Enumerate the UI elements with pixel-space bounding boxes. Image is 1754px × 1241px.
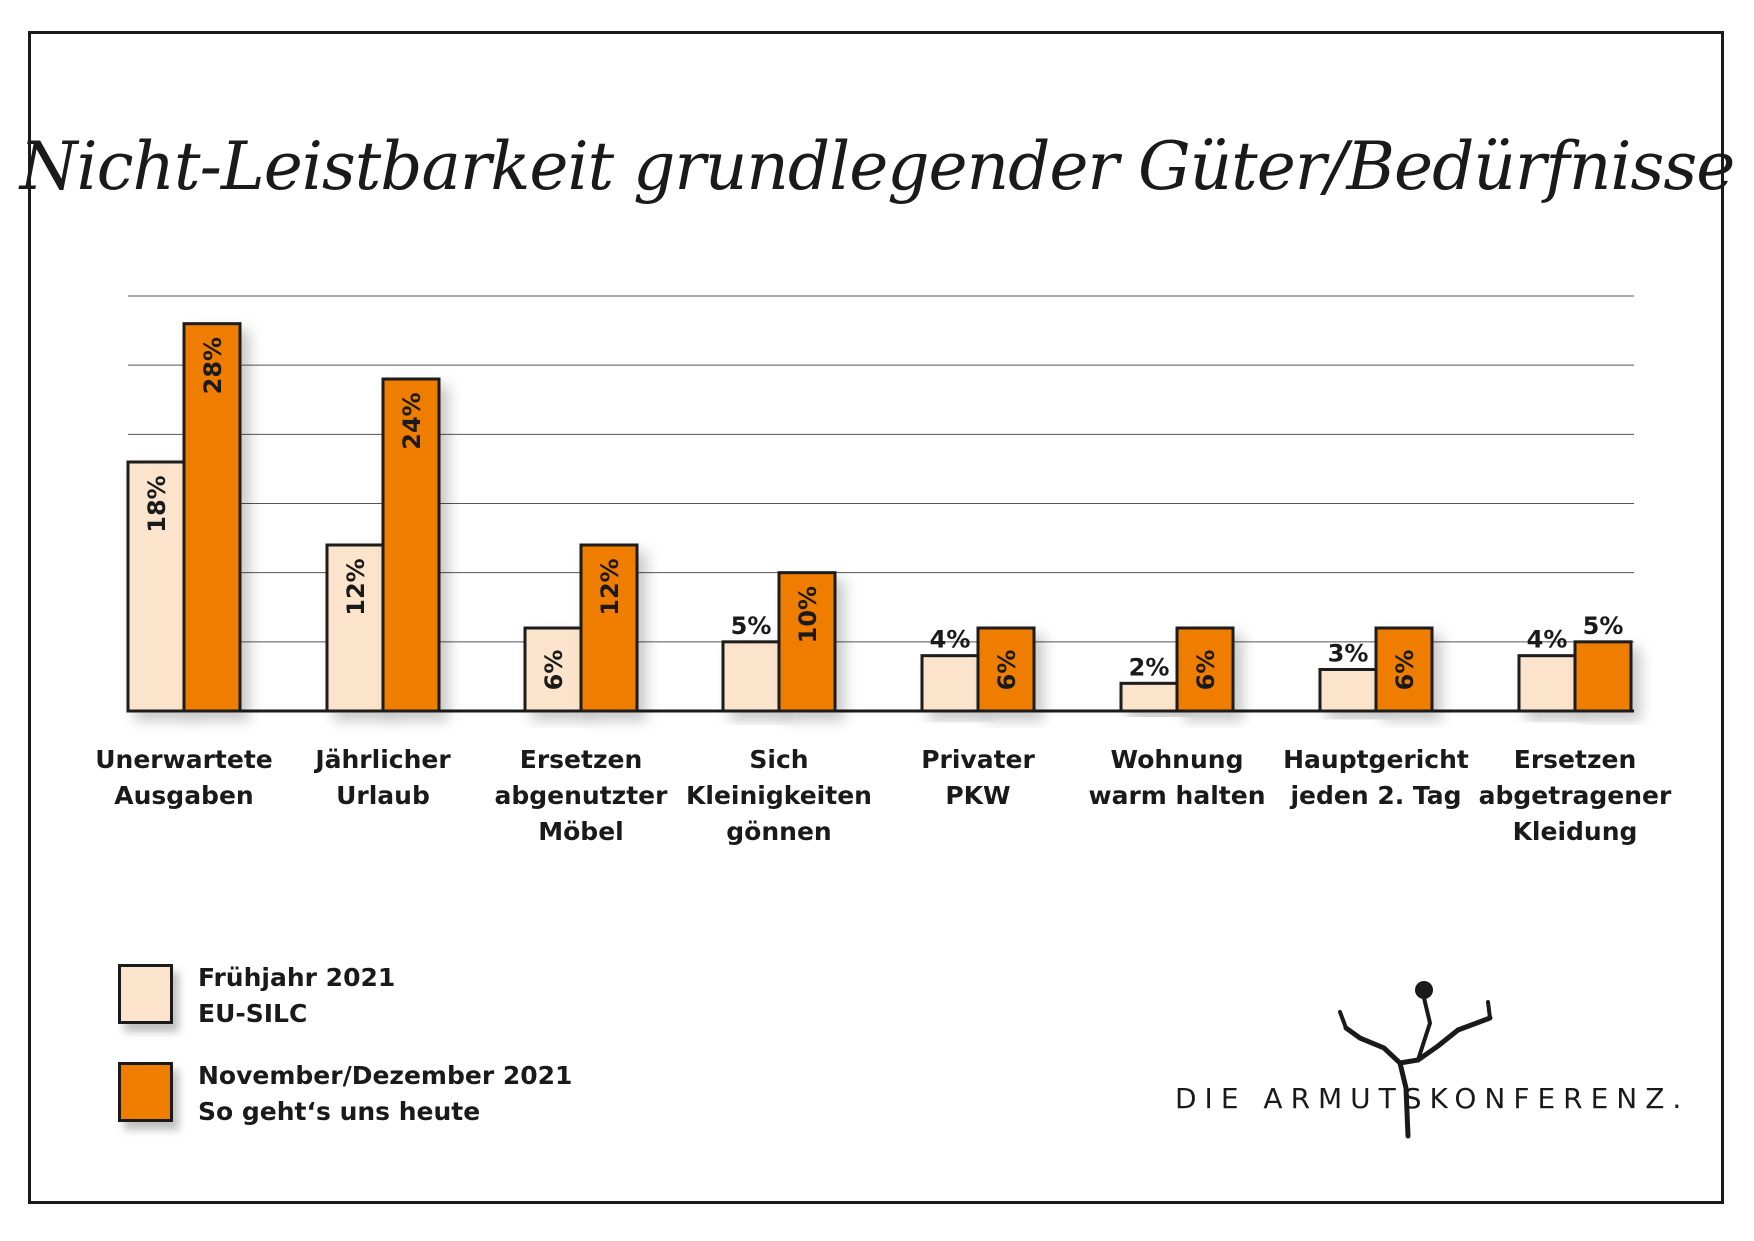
legend-swatch-fruehjahr bbox=[118, 964, 173, 1024]
category-label-line: Urlaub bbox=[336, 781, 430, 810]
legend-label-november: November/Dezember 2021 So geht‘s uns heu… bbox=[198, 1058, 572, 1130]
data-label: 5% bbox=[731, 612, 772, 640]
legend-line1: Frühjahr 2021 bbox=[198, 963, 396, 992]
category-label-line: jeden 2. Tag bbox=[1289, 781, 1461, 810]
data-label: 6% bbox=[1192, 650, 1220, 691]
bar-november bbox=[381, 377, 441, 713]
category-label: Privater PKW bbox=[921, 745, 1035, 810]
category-label: Ersetzen abgetragener Kleidung bbox=[1479, 745, 1672, 846]
category-label: Jährlicher Urlaub bbox=[313, 745, 451, 810]
legend-line1: November/Dezember 2021 bbox=[198, 1061, 573, 1090]
category-label: Ersetzen abgenutzter Möbel bbox=[495, 745, 669, 846]
category-label-line: PKW bbox=[945, 781, 1010, 810]
category-label: Hauptgericht jeden 2. Tag bbox=[1283, 745, 1469, 810]
data-labels: 18% 12% 6% 5% 4% 2% 3% 4% 28% 24% 12% 10% 6% 6% 6% 5% bbox=[143, 337, 1623, 690]
bar-november bbox=[777, 571, 837, 713]
legend-line2: EU-SILC bbox=[198, 999, 308, 1028]
category-label-line: Ersetzen bbox=[520, 745, 643, 774]
data-label: 28% bbox=[199, 337, 227, 394]
bar-november bbox=[1374, 626, 1434, 713]
data-label: 18% bbox=[143, 475, 171, 532]
bar-november bbox=[1573, 640, 1633, 713]
bar-november bbox=[579, 543, 639, 713]
bar-fruehjahr bbox=[1318, 668, 1378, 713]
bar-fruehjahr bbox=[126, 460, 186, 713]
category-label: Wohnung warm halten bbox=[1089, 745, 1266, 810]
bar-fruehjahr bbox=[920, 654, 980, 713]
chart-frame bbox=[28, 31, 1724, 1204]
legend-line2: So geht‘s uns heute bbox=[198, 1097, 481, 1126]
bar-chart: 18% 12% 6% 5% 4% 2% 3% 4% 28% 24% 12% 10% 6% 6% 6% 5% U… bbox=[95, 295, 1672, 846]
bar-november bbox=[1175, 626, 1235, 713]
data-label: 12% bbox=[342, 558, 370, 615]
category-label-line: Ersetzen bbox=[1514, 745, 1637, 774]
category-label: Unerwartete Ausgaben bbox=[95, 745, 273, 810]
bars bbox=[126, 322, 1633, 713]
category-label-line: Sich bbox=[749, 745, 808, 774]
category-label-line: Ausgaben bbox=[114, 781, 253, 810]
bar-fruehjahr bbox=[325, 543, 385, 713]
data-label: 6% bbox=[1391, 650, 1419, 691]
data-label: 6% bbox=[540, 650, 568, 691]
data-label: 4% bbox=[930, 626, 971, 654]
category-label-line: Hauptgericht bbox=[1283, 745, 1469, 774]
data-label: 24% bbox=[398, 392, 426, 449]
legend-swatch-november bbox=[118, 1062, 173, 1122]
category-label-line: warm halten bbox=[1089, 781, 1266, 810]
chart-title: Nicht-Leistbarkeit grundlegender Güter/B… bbox=[19, 128, 1736, 205]
bar-fruehjahr bbox=[1119, 681, 1179, 713]
bar-fruehjahr bbox=[1517, 654, 1577, 713]
category-label-line: Kleidung bbox=[1513, 817, 1638, 846]
data-label: 12% bbox=[596, 558, 624, 615]
logo-figure-icon bbox=[1338, 981, 1493, 1139]
category-label-line: Jährlicher bbox=[313, 745, 451, 774]
data-label: 2% bbox=[1129, 653, 1170, 681]
category-label-line: Privater bbox=[921, 745, 1035, 774]
category-label: Sich Kleinigkeiten gönnen bbox=[686, 745, 872, 846]
category-labels: Unerwartete Ausgaben Jährlicher Urlaub Erset… bbox=[95, 745, 1672, 846]
bar-november bbox=[976, 626, 1036, 713]
data-label: 3% bbox=[1328, 640, 1369, 668]
category-label-line: Kleinigkeiten bbox=[686, 781, 872, 810]
bar-fruehjahr bbox=[523, 626, 583, 713]
category-label-line: gönnen bbox=[726, 817, 831, 846]
data-label: 6% bbox=[993, 650, 1021, 691]
data-label: 5% bbox=[1583, 612, 1624, 640]
bar-fruehjahr bbox=[721, 640, 781, 713]
legend-label-fruehjahr: Frühjahr 2021 EU-SILC bbox=[198, 960, 395, 1032]
logo-text: DIE ARMUTSKONFERENZ. bbox=[1175, 1082, 1690, 1115]
bar-november bbox=[182, 322, 242, 713]
data-label: 10% bbox=[794, 586, 822, 643]
category-label-line: Unerwartete bbox=[95, 745, 273, 774]
data-label: 4% bbox=[1527, 626, 1568, 654]
category-label-line: abgetragener bbox=[1479, 781, 1672, 810]
category-label-line: Wohnung bbox=[1111, 745, 1244, 774]
category-label-line: Möbel bbox=[538, 817, 623, 846]
category-label-line: abgenutzter bbox=[495, 781, 669, 810]
